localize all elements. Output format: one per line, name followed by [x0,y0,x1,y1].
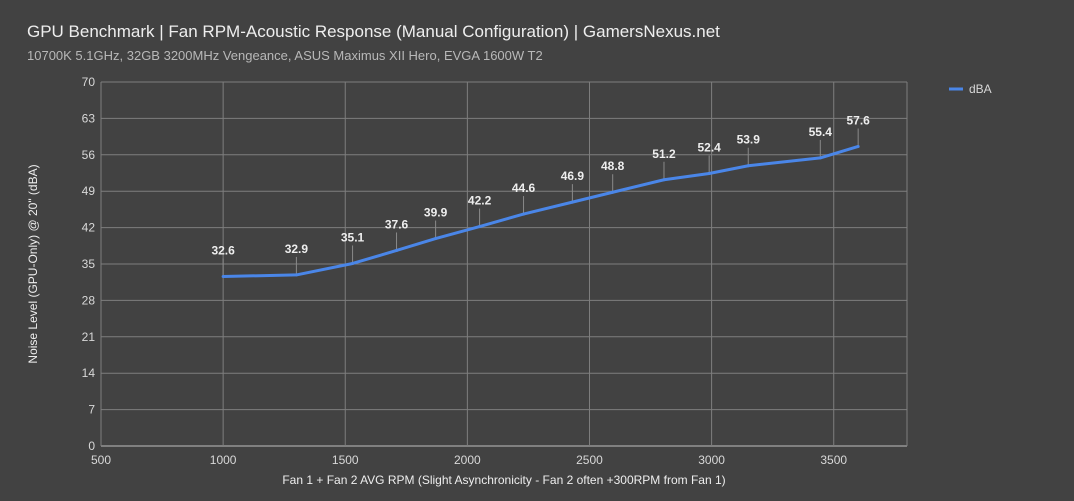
y-tick-label: 49 [82,184,96,198]
legend-label: dBA [969,82,992,96]
data-point [351,261,355,265]
data-point [611,190,615,194]
x-tick-label: 3000 [698,453,725,467]
data-point [818,156,822,160]
data-point [522,212,526,216]
data-label: 46.9 [561,169,585,183]
y-tick-label: 63 [82,111,96,125]
y-tick-label: 0 [88,439,95,453]
data-point [478,225,482,229]
data-label: 52.4 [697,141,721,155]
x-axis-title: Fan 1 + Fan 2 AVG RPM (Slight Asynchroni… [282,473,725,487]
y-tick-label: 56 [82,148,96,162]
data-label: 55.4 [809,125,833,139]
chart-subtitle: 10700K 5.1GHz, 32GB 3200MHz Vengeance, A… [27,48,543,63]
data-label: 51.2 [652,147,676,161]
x-tick-label: 1000 [210,453,237,467]
y-tick-label: 14 [82,366,96,380]
y-tick-label: 42 [82,221,96,235]
y-tick-label: 7 [88,403,95,417]
data-label: 37.6 [385,217,409,231]
data-point [662,178,666,182]
x-tick-label: 3500 [820,453,847,467]
data-point [856,144,860,148]
data-label: 32.6 [211,243,235,257]
y-tick-label: 35 [82,257,96,271]
data-label: 32.9 [285,242,309,256]
data-point [746,164,750,168]
x-tick-label: 2000 [454,453,481,467]
series-line-dba [223,145,859,278]
x-tick-label: 500 [91,453,111,467]
data-point [434,237,438,241]
y-axis-title: Noise Level (GPU-Only) @ 20" (dBA) [26,164,40,363]
data-label: 57.6 [846,113,870,127]
data-label: 48.8 [601,159,625,173]
data-label: 53.9 [737,133,761,147]
y-tick-label: 28 [82,293,96,307]
x-tick-label: 1500 [332,453,359,467]
data-point [221,274,225,278]
data-point [570,200,574,204]
data-point [294,273,298,277]
data-label: 44.6 [512,181,536,195]
data-point [395,248,399,252]
data-point [707,172,711,176]
data-label: 39.9 [424,206,448,220]
chart-title: GPU Benchmark | Fan RPM-Acoustic Respons… [27,22,720,41]
data-label: 42.2 [468,194,492,208]
data-label: 35.1 [341,230,365,244]
y-tick-label: 21 [82,330,96,344]
x-tick-label: 2500 [576,453,603,467]
y-tick-label: 70 [82,75,96,89]
